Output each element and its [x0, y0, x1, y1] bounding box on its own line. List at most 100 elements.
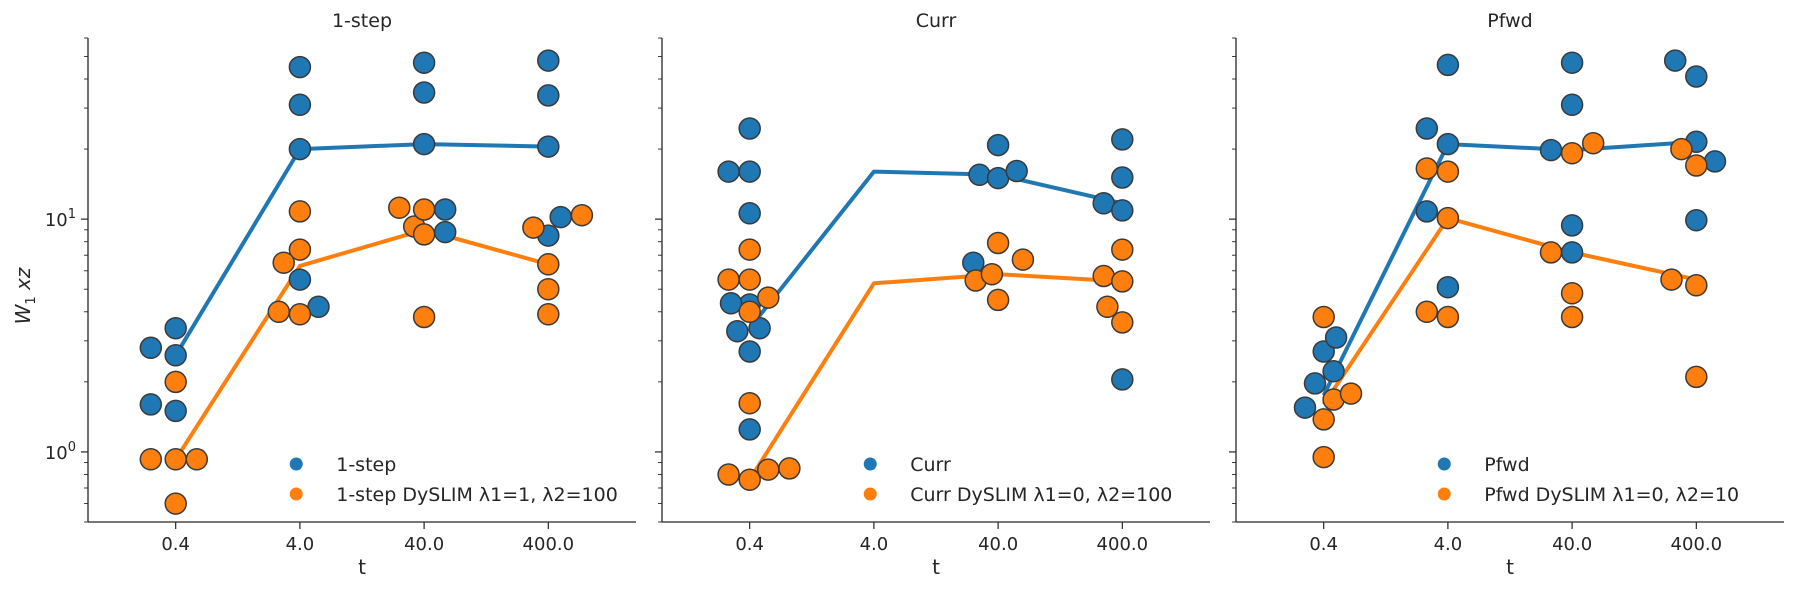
data-point-series-2 — [1670, 137, 1693, 161]
data-point-series-1 — [288, 93, 312, 117]
data-point-series-1 — [1560, 241, 1584, 264]
series-line-2 — [748, 272, 1123, 481]
data-point-series-2 — [288, 238, 312, 261]
data-point-series-1 — [1312, 340, 1335, 363]
data-point-series-2 — [980, 262, 1004, 286]
data-point-series-1 — [433, 220, 457, 244]
data-point-series-2 — [1560, 141, 1584, 165]
data-point-series-1 — [738, 117, 761, 140]
data-point-series-2 — [1415, 300, 1439, 324]
data-point-series-2 — [1685, 365, 1708, 389]
legend-label-2: Curr DySLIM λ1=0, λ2=100 — [910, 484, 1172, 506]
data-point-series-2 — [986, 288, 1010, 312]
panel-title: Pfwd — [1487, 10, 1532, 32]
data-point-series-2 — [288, 303, 312, 326]
data-point-series-1 — [738, 418, 761, 441]
data-point-series-1 — [1663, 49, 1687, 72]
data-point-series-1 — [164, 344, 187, 367]
data-point-series-2 — [1092, 264, 1115, 288]
data-point-series-2 — [1560, 305, 1584, 329]
data-point-series-1 — [537, 84, 560, 107]
legend-label-2: 1-step DySLIM λ1=1, λ2=100 — [336, 484, 618, 506]
panel-title: Curr — [916, 10, 957, 32]
data-point-series-1 — [1092, 192, 1115, 215]
data-point-series-1 — [1111, 368, 1134, 391]
data-point-series-2 — [1111, 311, 1134, 334]
data-point-series-2 — [717, 268, 740, 291]
data-point-series-1 — [748, 316, 771, 340]
x-tick-label: 0.4 — [735, 534, 764, 555]
data-point-series-1 — [288, 55, 312, 79]
series-line-1 — [173, 142, 549, 357]
data-point-series-2 — [1436, 305, 1460, 329]
data-point-series-1 — [1685, 208, 1708, 232]
series-line-1 — [1321, 139, 1697, 397]
data-point-series-1 — [1685, 65, 1708, 88]
y-axis-label-main: W — [11, 303, 35, 324]
data-point-series-2 — [537, 253, 560, 276]
data-point-series-1 — [164, 399, 187, 423]
data-point-series-2 — [1111, 270, 1134, 293]
data-point-series-1 — [288, 137, 312, 161]
legend-label-1: Pfwd — [1484, 454, 1529, 476]
data-point-series-1 — [1303, 372, 1327, 395]
x-tick-label: 4.0 — [286, 534, 315, 555]
data-point-series-2 — [1539, 241, 1563, 264]
data-point-series-2 — [778, 457, 801, 480]
data-point-series-2 — [388, 196, 411, 219]
data-point-series-1 — [1111, 128, 1134, 151]
data-point-series-2 — [738, 268, 761, 291]
x-tick-label: 400.0 — [523, 534, 575, 555]
data-point-series-2 — [738, 391, 761, 415]
data-point-series-1 — [738, 340, 761, 363]
data-point-series-2 — [717, 463, 740, 486]
data-point-series-1 — [288, 268, 312, 291]
data-point-series-2 — [272, 251, 295, 274]
y-axis-label-tail: xz — [11, 267, 35, 296]
data-point-series-2 — [537, 277, 560, 301]
data-point-series-2 — [164, 448, 187, 471]
data-point-series-1 — [717, 160, 740, 183]
data-point-series-1 — [1436, 53, 1460, 77]
data-point-series-1 — [164, 316, 187, 340]
data-point-series-1 — [1324, 326, 1348, 349]
legend-marker-1 — [863, 457, 877, 471]
panel-title: 1-step — [332, 10, 392, 32]
legend-label-1: 1-step — [336, 454, 396, 476]
data-point-series-1 — [412, 81, 436, 104]
data-point-series-1 — [433, 198, 457, 221]
data-point-series-2 — [1660, 268, 1683, 291]
data-point-series-2 — [164, 370, 187, 394]
x-axis-label: t — [1506, 555, 1514, 579]
data-point-series-1 — [1415, 200, 1439, 223]
data-point-series-1 — [1436, 275, 1460, 299]
y-axis-label: W1 xz — [11, 267, 39, 324]
panel-2: Curr 0.4 4.0 40.0 400.0 t Curr Curr DySLIM λ1=0… — [655, 10, 1210, 579]
data-point-series-1 — [1560, 51, 1584, 74]
data-point-series-1 — [549, 205, 572, 229]
data-point-series-2 — [1436, 160, 1460, 183]
data-point-series-2 — [1096, 295, 1119, 319]
data-point-series-1 — [1436, 132, 1460, 156]
data-point-series-1 — [986, 166, 1010, 190]
y-tick-label: 101 — [45, 207, 76, 231]
data-point-series-2 — [1312, 445, 1335, 469]
data-point-series-2 — [1685, 274, 1708, 297]
data-point-series-2 — [570, 203, 594, 227]
x-tick-label: 4.0 — [860, 534, 889, 555]
legend-label-2: Pfwd DySLIM λ1=0, λ2=10 — [1484, 484, 1739, 506]
data-point-series-2 — [412, 223, 436, 246]
x-tick-label: 40.0 — [1552, 534, 1592, 555]
data-point-series-1 — [1560, 214, 1584, 237]
x-tick-label: 0.4 — [1309, 534, 1338, 555]
data-point-series-1 — [1703, 150, 1727, 173]
data-point-series-1 — [1415, 117, 1439, 140]
data-point-series-2 — [738, 468, 761, 491]
data-point-series-2 — [757, 286, 780, 309]
x-tick-label: 4.0 — [1434, 534, 1463, 555]
y-axis-label-subscript: 1 — [24, 296, 39, 304]
data-point-series-2 — [1560, 282, 1584, 305]
legend-marker-1 — [289, 457, 303, 471]
series-line-2 — [174, 227, 549, 461]
data-point-series-1 — [1560, 93, 1584, 117]
